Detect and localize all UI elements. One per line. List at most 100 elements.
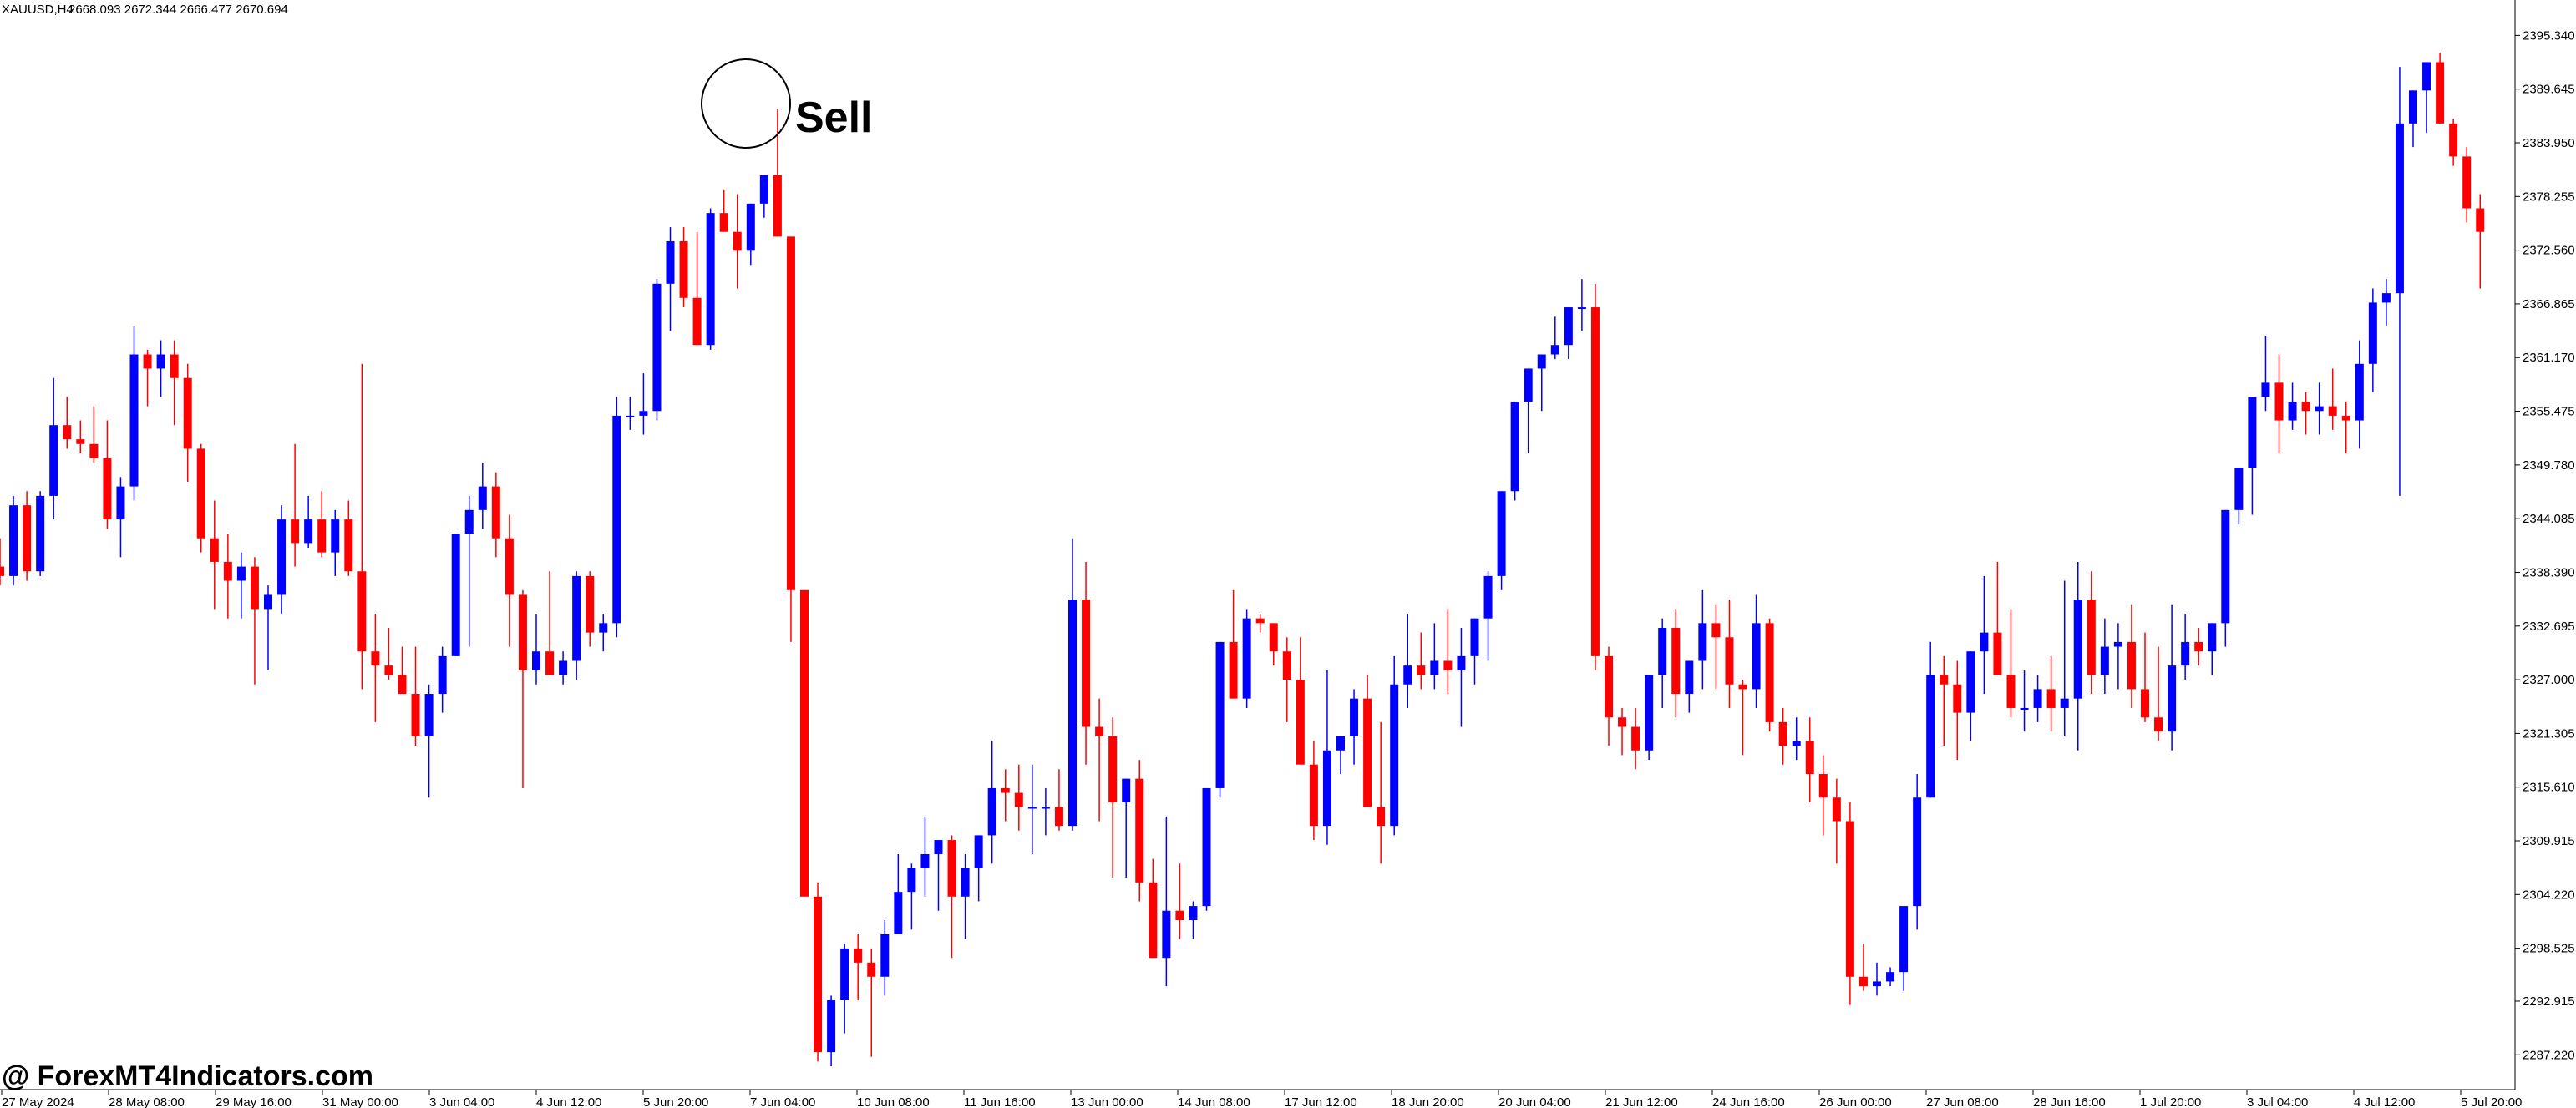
candle-body <box>854 948 863 963</box>
price-tick-label: 2395.340 <box>2523 28 2575 43</box>
candle-body <box>2208 623 2217 652</box>
candle-body <box>2341 415 2350 421</box>
candle-body <box>1564 307 1573 346</box>
price-tick-label: 2372.560 <box>2523 244 2575 258</box>
candle-body <box>1658 627 1667 675</box>
sell-signal-circle <box>701 58 791 149</box>
candle <box>1550 316 1559 360</box>
candle <box>920 816 930 897</box>
time-tick-label: 28 Jun 16:00 <box>2033 1095 2106 1108</box>
time-tick-label: 27 May 2024 <box>2 1095 74 1108</box>
candle-body <box>2248 397 2257 468</box>
candle-body <box>706 213 715 346</box>
candle-body <box>2315 406 2324 412</box>
candle <box>277 505 287 615</box>
candle <box>2221 509 2230 647</box>
candle-body <box>961 868 970 897</box>
candle-body <box>867 962 876 977</box>
candle-body <box>76 439 85 444</box>
candle <box>1242 609 1251 708</box>
candle-body <box>652 283 662 412</box>
candle-body <box>1296 680 1305 765</box>
candle <box>2006 609 2016 718</box>
candle <box>2409 90 2417 148</box>
time-tick-label: 3 Jul 04:00 <box>2247 1095 2308 1108</box>
candle <box>1202 787 1211 911</box>
candle-body <box>1363 698 1372 807</box>
candle-body <box>2422 62 2431 91</box>
time-tick-label: 4 Jul 12:00 <box>2354 1095 2415 1108</box>
candle-body <box>840 948 849 1001</box>
candle <box>398 646 407 695</box>
candle-body <box>23 505 32 572</box>
candle <box>1403 614 1412 708</box>
candle <box>1417 632 1426 690</box>
candle <box>2355 340 2364 449</box>
time-tick-label: 26 Jun 00:00 <box>1819 1095 1892 1108</box>
candle-body <box>1685 660 1694 695</box>
candle <box>666 227 675 331</box>
candle-body <box>317 519 327 553</box>
candle-body <box>89 443 99 458</box>
candle-body <box>1001 787 1010 793</box>
candle-body <box>2100 646 2109 675</box>
candle <box>0 538 4 586</box>
candle <box>934 840 943 911</box>
candle-body <box>223 561 232 581</box>
candle-body <box>2006 675 2016 708</box>
candle <box>2087 571 2096 695</box>
price-tick-label: 2389.645 <box>2523 83 2575 97</box>
candle <box>23 491 32 581</box>
candle-body <box>344 519 353 572</box>
candle <box>2288 382 2297 430</box>
candle <box>1027 764 1037 854</box>
candle <box>196 443 205 553</box>
candle <box>1001 769 1010 822</box>
candle <box>170 340 179 426</box>
candle <box>2381 279 2391 326</box>
price-tick-label: 2366.865 <box>2523 297 2575 311</box>
candle-body <box>2395 123 2404 294</box>
candle-body <box>1805 741 1814 775</box>
candle <box>1738 680 1747 756</box>
candle-body <box>156 354 165 369</box>
time-tick-label: 4 Jun 12:00 <box>536 1095 601 1108</box>
candle <box>1671 609 1681 718</box>
candle <box>572 571 581 680</box>
candle <box>2194 627 2203 666</box>
candle-body <box>1778 721 1787 746</box>
candle <box>827 995 836 1067</box>
candle-body <box>357 571 367 652</box>
candle-body <box>920 853 930 868</box>
candle-body <box>2087 600 2096 675</box>
candle <box>1350 689 1359 765</box>
candle <box>1886 967 1895 987</box>
ohlc-readout: 2668.093 2672.344 2666.477 2670.694 <box>68 3 288 17</box>
candle-body <box>1068 600 1077 827</box>
candle-body <box>1202 787 1211 907</box>
candle <box>464 495 474 647</box>
candle-body <box>478 486 487 510</box>
candle-body <box>384 665 393 675</box>
watermark: @ ForexMT4Indicators.com <box>2 1060 373 1092</box>
candle-body <box>2436 62 2445 124</box>
candle <box>1940 655 1949 746</box>
candle-body <box>1350 698 1359 736</box>
candle-body <box>210 538 219 562</box>
candle <box>880 920 890 996</box>
candle-body <box>1457 655 1466 670</box>
candle-body <box>786 236 795 590</box>
candle <box>1698 589 1707 690</box>
time-tick-label: 20 Jun 04:00 <box>1498 1095 1571 1108</box>
candle-body <box>1818 774 1828 798</box>
candle <box>1765 618 1774 732</box>
candle-body <box>1082 600 1091 727</box>
candle <box>1966 651 1975 741</box>
candle <box>1953 660 1962 761</box>
price-tick-label: 2378.255 <box>2523 190 2575 204</box>
candle-body <box>1913 797 1922 907</box>
candle <box>2073 561 2082 751</box>
candle-body <box>1443 660 1453 670</box>
